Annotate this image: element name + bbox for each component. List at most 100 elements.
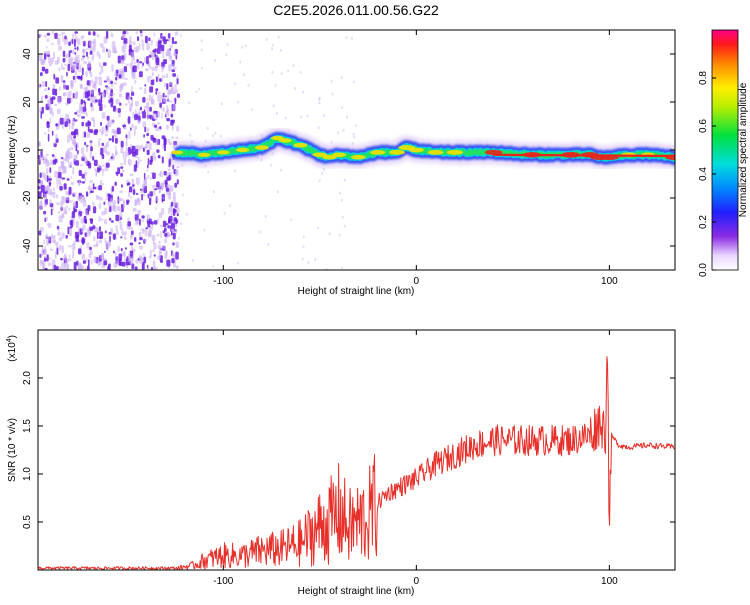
noise-speck	[85, 218, 87, 224]
noise-speck	[162, 107, 165, 112]
noise-speck	[323, 114, 326, 118]
noise-speck	[122, 201, 126, 209]
noise-speck	[73, 261, 77, 270]
noise-speck	[81, 67, 84, 76]
noise-speck	[87, 60, 91, 68]
noise-speck	[122, 34, 125, 38]
noise-speck	[148, 142, 152, 151]
noise-speck	[127, 100, 130, 104]
noise-speck	[322, 168, 325, 171]
spectrogram-x-ticks: -100 0 100	[213, 30, 618, 287]
noise-speck	[110, 220, 114, 223]
noise-speck	[63, 183, 67, 190]
noise-speck	[78, 248, 82, 255]
noise-speck	[42, 261, 45, 269]
noise-speck	[97, 76, 102, 80]
spectrogram-y-tick-label: -40	[22, 238, 33, 253]
noise-speck	[100, 65, 104, 73]
noise-speck	[65, 190, 70, 196]
noise-speck	[143, 172, 146, 180]
noise-speck	[82, 194, 84, 197]
noise-speck	[161, 112, 163, 119]
noise-speck	[65, 235, 68, 239]
noise-speck	[99, 138, 102, 141]
noise-speck	[72, 33, 74, 39]
noise-speck	[47, 87, 50, 91]
noise-speck	[114, 145, 117, 150]
noise-speck	[106, 246, 109, 252]
noise-speck	[39, 172, 42, 179]
noise-speck	[128, 40, 133, 45]
noise-speck	[149, 249, 152, 258]
noise-speck	[48, 192, 52, 195]
noise-speck	[164, 99, 168, 103]
noise-speck	[44, 88, 48, 92]
noise-speck	[81, 106, 84, 114]
noise-speck	[113, 233, 116, 240]
noise-speck	[156, 41, 159, 47]
noise-speck	[87, 126, 90, 132]
noise-speck	[40, 111, 42, 119]
noise-speck	[234, 82, 237, 86]
noise-speck	[277, 35, 280, 39]
noise-speck	[155, 57, 160, 66]
noise-speck	[180, 34, 183, 38]
noise-speck	[122, 30, 127, 35]
noise-speck	[54, 32, 58, 39]
noise-speck	[75, 200, 78, 209]
noise-speck	[128, 159, 132, 166]
noise-speck	[118, 113, 121, 118]
noise-speck	[121, 261, 126, 267]
noise-speck	[90, 259, 93, 265]
noise-speck	[180, 222, 183, 226]
noise-speck	[53, 142, 57, 145]
noise-speck	[146, 149, 150, 156]
noise-speck	[138, 231, 142, 238]
noise-speck	[53, 73, 55, 80]
noise-speck	[149, 75, 152, 79]
noise-speck	[82, 211, 84, 214]
noise-speck	[142, 194, 146, 197]
noise-speck	[81, 147, 85, 155]
noise-speck	[71, 49, 75, 54]
noise-speck	[46, 239, 49, 246]
noise-speck	[343, 178, 346, 182]
noise-speck	[46, 121, 50, 128]
noise-speck	[107, 49, 111, 58]
noise-speck	[56, 171, 59, 174]
noise-speck	[46, 52, 50, 55]
noise-speck	[77, 38, 81, 46]
noise-speck	[171, 136, 174, 140]
noise-speck	[270, 163, 272, 167]
noise-speck	[125, 147, 128, 153]
noise-speck	[130, 230, 134, 235]
noise-speck	[39, 33, 42, 37]
noise-speck	[173, 41, 178, 44]
noise-speck	[143, 256, 147, 264]
noise-speck	[99, 255, 104, 260]
noise-speck	[119, 102, 122, 106]
noise-speck	[142, 97, 146, 103]
spectrogram-x-axis-label: Height of straight line (km)	[298, 286, 415, 297]
noise-speck	[129, 257, 134, 265]
noise-speck	[153, 220, 158, 225]
noise-speck	[156, 111, 160, 118]
noise-speck	[75, 154, 78, 159]
noise-speck	[175, 251, 179, 260]
noise-speck	[151, 234, 156, 241]
noise-speck	[108, 138, 112, 141]
noise-speck	[169, 164, 172, 167]
noise-speck	[154, 48, 157, 53]
noise-speck	[237, 100, 240, 104]
noise-speck	[117, 108, 121, 113]
noise-speck	[46, 32, 51, 36]
noise-speck	[132, 207, 137, 212]
noise-speck	[160, 107, 162, 110]
noise-speck	[61, 195, 64, 201]
noise-speck	[275, 112, 278, 115]
noise-speck	[62, 35, 64, 42]
noise-speck	[244, 44, 247, 48]
noise-speck	[167, 232, 170, 237]
noise-speck	[176, 213, 179, 217]
noise-speck	[146, 97, 149, 101]
